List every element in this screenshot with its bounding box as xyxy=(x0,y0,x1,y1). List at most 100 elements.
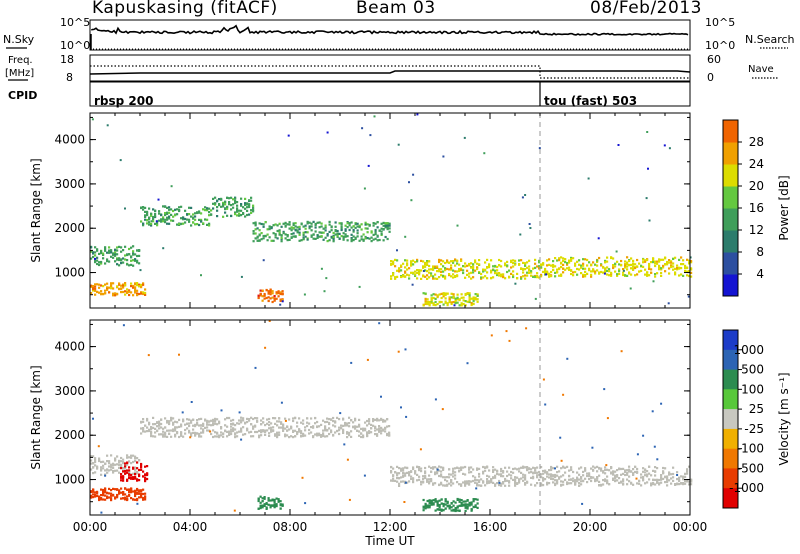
echo-cell xyxy=(194,423,197,426)
echo-cell xyxy=(676,264,679,267)
echo-cell xyxy=(362,436,365,439)
echo-cell xyxy=(562,259,565,262)
echo-cell xyxy=(404,472,407,475)
echo-cell xyxy=(478,480,481,483)
echo-cell xyxy=(134,459,137,463)
echo-cell xyxy=(96,492,99,495)
echo-cell xyxy=(624,469,627,472)
echo-cell xyxy=(124,284,127,287)
echo-cell xyxy=(302,233,305,237)
echo-cell xyxy=(192,424,195,427)
echo-cell xyxy=(232,423,235,426)
echo-cell xyxy=(102,467,105,470)
echo-cell xyxy=(620,473,623,476)
echo-cell xyxy=(236,209,239,212)
echo-cell xyxy=(522,271,525,274)
echo-cell xyxy=(402,474,405,477)
noise-dot xyxy=(303,293,306,296)
echo-cell xyxy=(678,479,681,483)
echo-cell xyxy=(110,282,113,285)
echo-cell xyxy=(104,262,107,265)
echo-cell xyxy=(556,471,559,474)
echo-cell xyxy=(512,274,515,277)
echo-cell xyxy=(296,226,299,229)
echo-cell xyxy=(284,433,287,436)
echo-cell xyxy=(338,232,341,235)
echo-cell xyxy=(460,302,463,305)
echo-cell xyxy=(654,470,657,473)
echo-cell xyxy=(538,267,541,270)
echo-cell xyxy=(284,417,287,420)
echo-cell xyxy=(144,476,147,479)
echo-cell xyxy=(472,475,475,478)
echo-cell xyxy=(374,222,377,225)
echo-cell xyxy=(406,481,409,484)
echo-cell xyxy=(254,237,257,240)
echo-cell xyxy=(106,460,109,463)
echo-cell xyxy=(452,260,455,263)
echo-cell xyxy=(281,504,284,507)
echo-cell xyxy=(638,479,641,482)
echo-cell xyxy=(100,250,103,253)
echo-cell xyxy=(580,483,583,486)
echo-cell xyxy=(558,477,561,480)
echo-cell xyxy=(110,249,113,252)
echo-cell xyxy=(688,274,691,278)
echo-cell xyxy=(188,220,191,223)
echo-cell xyxy=(364,429,367,432)
noise-dot xyxy=(521,196,524,199)
echo-cell xyxy=(234,213,237,216)
echo-cell xyxy=(170,435,173,438)
echo-cell xyxy=(342,235,345,238)
echo-cell xyxy=(259,495,262,498)
echo-cell xyxy=(464,292,467,296)
echo-cell xyxy=(122,284,125,287)
echo-cell xyxy=(586,272,589,275)
echo-cell xyxy=(404,259,407,262)
echo-cell xyxy=(654,262,657,265)
echo-cell xyxy=(500,482,503,485)
echo-cell xyxy=(612,257,615,260)
echo-cell xyxy=(120,284,123,287)
echo-cell xyxy=(336,229,339,233)
noise-dot xyxy=(339,412,342,415)
echo-cell xyxy=(606,479,609,482)
echo-cell xyxy=(416,479,419,482)
echo-cell xyxy=(208,420,211,423)
echo-cell xyxy=(556,271,559,274)
echo-cell xyxy=(268,228,271,231)
echo-cell xyxy=(254,228,257,231)
echo-cell xyxy=(240,204,243,207)
noise-dot xyxy=(542,378,545,381)
echo-cell xyxy=(382,228,385,231)
echo-cell xyxy=(100,290,103,293)
echo-cell xyxy=(552,475,555,478)
echo-cell xyxy=(148,429,151,433)
echo-cell xyxy=(546,259,549,262)
echo-cell xyxy=(224,424,227,427)
echo-cell xyxy=(470,297,473,300)
echo-cell xyxy=(102,257,105,260)
echo-cell xyxy=(610,274,613,277)
noise-dot xyxy=(635,477,638,480)
noise-dot xyxy=(660,402,663,405)
echo-cell xyxy=(316,432,319,435)
echo-cell xyxy=(332,433,335,437)
echo-cell xyxy=(474,296,477,299)
echo-cell xyxy=(618,270,621,273)
echo-cell xyxy=(654,273,657,276)
echo-cell xyxy=(344,229,347,232)
echo-cell xyxy=(594,478,597,481)
echo-cell xyxy=(128,456,131,459)
echo-cell xyxy=(370,431,373,434)
echo-cell xyxy=(560,256,563,259)
echo-cell xyxy=(326,240,329,243)
echo-cell xyxy=(152,426,155,429)
echo-cell xyxy=(366,431,369,434)
echo-cell xyxy=(118,264,121,267)
echo-cell xyxy=(452,301,455,304)
echo-cell xyxy=(500,475,503,478)
echo-cell xyxy=(558,267,561,271)
echo-cell xyxy=(158,427,161,430)
echo-cell xyxy=(204,209,207,212)
